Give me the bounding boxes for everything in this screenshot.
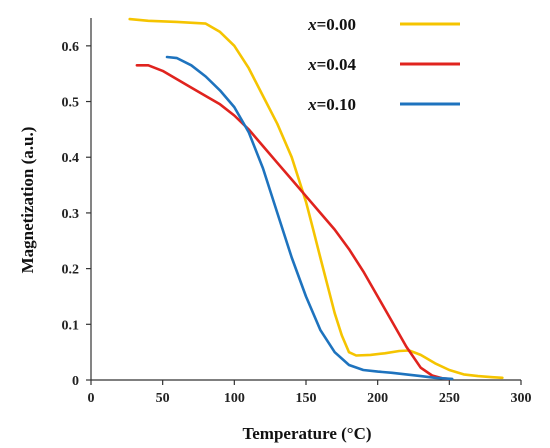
legend-label-0: x=0.00 [307, 15, 356, 34]
legend-label-1: x=0.04 [307, 55, 356, 74]
series-line-2 [165, 55, 454, 381]
legend-value: =0.04 [317, 55, 357, 74]
legend-value: =0.00 [317, 15, 356, 34]
legend-value: =0.10 [317, 95, 356, 114]
legend-var: x [307, 95, 317, 114]
y-tick-label: 0.3 [62, 207, 80, 222]
y-tick-label: 0.2 [62, 263, 80, 278]
y-tick-label: 0 [72, 374, 79, 389]
legend-var: x [307, 55, 317, 74]
ticks: 0 50 100 150 200 250 300 0 0.1 0.2 0.3 0.4 0.5 0.6 [62, 40, 532, 406]
series-lines [128, 17, 504, 381]
x-tick-label: 0 [88, 391, 95, 406]
series-line-1 [135, 64, 451, 381]
x-tick-label: 100 [224, 391, 245, 406]
x-tick-label: 150 [296, 391, 317, 406]
y-tick-label: 0.6 [62, 40, 80, 55]
x-tick-label: 300 [511, 391, 532, 406]
y-axis-title: Magnetization (a.u.) [18, 127, 37, 274]
series-line-0 [128, 17, 504, 380]
y-tick-label: 0.5 [62, 96, 80, 111]
legend-var: x [307, 15, 317, 34]
y-tick-label: 0.1 [62, 318, 80, 333]
x-tick-label: 200 [367, 391, 388, 406]
x-axis-title: Temperature (°C) [242, 424, 371, 443]
x-tick-label: 250 [439, 391, 460, 406]
legend-label-2: x=0.10 [307, 95, 356, 114]
legend: x=0.00x=0.04x=0.10 [307, 15, 460, 114]
x-tick-label: 50 [156, 391, 170, 406]
y-tick-label: 0.4 [62, 151, 80, 166]
